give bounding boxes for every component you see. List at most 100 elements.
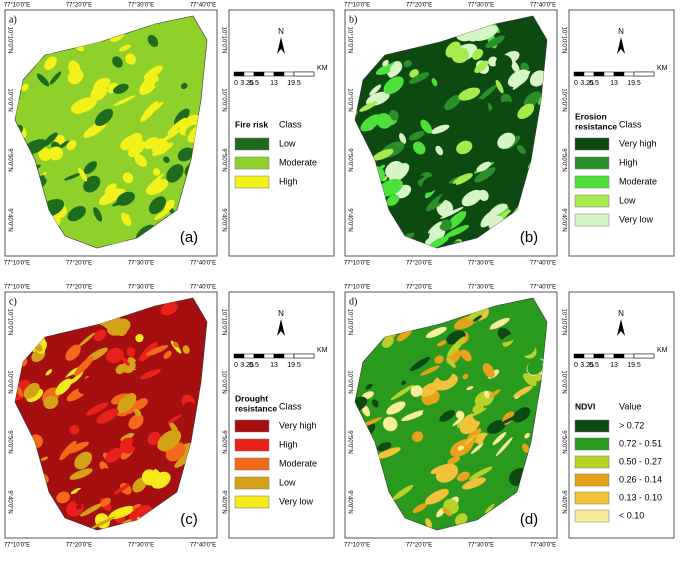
scale-segment [584, 72, 594, 76]
land-patch [0, 70, 2, 88]
legend-label: Moderate [279, 157, 317, 167]
legend-header: Class [619, 119, 642, 129]
lon-label: 77°20'0"E [66, 543, 92, 549]
lat-label: 10°10'0"N [346, 309, 352, 336]
panel-tag: b) [349, 14, 357, 25]
north-label: N [278, 27, 284, 36]
legend-label: < 0.10 [619, 510, 644, 520]
scale-tail [634, 72, 654, 76]
legend-label: Moderate [279, 458, 317, 468]
lat-label: 9°40'0"N [6, 490, 12, 513]
lat-label: 10°10'0"N [220, 309, 226, 336]
legend-label: 0.50 - 0.27 [619, 456, 662, 466]
scale-unit: KM [657, 65, 668, 72]
scale-segment [264, 354, 274, 358]
lat-label: 10°0'0"N [220, 88, 226, 111]
panel-label: (c) [180, 511, 198, 528]
map-panel: 77°10'0"E77°10'0"E77°20'0"E77°20'0"E77°3… [0, 263, 334, 564]
lon-label: 77°30'0"E [128, 543, 154, 549]
scale-segment [284, 354, 294, 358]
lon-label: 77°20'0"E [66, 285, 92, 291]
scale-tail [294, 354, 314, 358]
legend-swatch [575, 456, 609, 468]
lat-label: 10°10'0"N [6, 309, 12, 336]
north-label: N [618, 27, 624, 36]
legend-swatch [235, 176, 269, 188]
scale-segment [594, 72, 604, 76]
legend-swatch [575, 157, 609, 169]
lon-label: 77°10'0"E [344, 261, 370, 267]
scale-label: 0 [234, 80, 238, 87]
scale-segment [574, 354, 584, 358]
lon-label: 77°20'0"E [406, 261, 432, 267]
scale-segment [604, 354, 614, 358]
lat-label: 10°0'0"N [6, 370, 12, 393]
lat-label: 9°40'0"N [346, 208, 352, 231]
legend-header: Class [279, 119, 302, 129]
lon-label: 77°40'0"E [190, 285, 216, 291]
lat-label: 9°50'0"N [220, 148, 226, 171]
scale-segment [614, 72, 624, 76]
panel-label: (d) [520, 511, 538, 528]
lat-label: 9°50'0"N [346, 148, 352, 171]
land-patch [336, 348, 345, 358]
lat-label: 10°10'0"N [220, 27, 226, 54]
legend-swatch [235, 157, 269, 169]
legend-label: Very high [619, 138, 657, 148]
lat-label: 10°0'0"N [346, 88, 352, 111]
legend-label: Moderate [619, 176, 657, 186]
legend-label: 0.72 - 0.51 [619, 438, 662, 448]
land-patch [440, 536, 462, 558]
lon-label: 77°30'0"E [128, 285, 154, 291]
panel-tag: a) [9, 14, 17, 25]
lat-label: 10°0'0"N [220, 370, 226, 393]
legend-label: High [279, 176, 298, 186]
legend-swatch [575, 420, 609, 432]
land-patch [106, 548, 122, 564]
lat-label: 10°10'0"N [560, 27, 566, 54]
scale-label: 19.5 [627, 80, 641, 87]
legend-swatch [235, 496, 269, 508]
scale-label: 0 [234, 362, 238, 369]
lon-label: 77°10'0"E [344, 3, 370, 9]
lat-label: 9°40'0"N [6, 208, 12, 231]
scale-segment [594, 354, 604, 358]
lon-label: 77°30'0"E [468, 3, 494, 9]
scale-segment [244, 72, 254, 76]
lon-label: 77°10'0"E [344, 543, 370, 549]
legend-title: Fire risk [235, 119, 268, 129]
lon-label: 77°30'0"E [468, 285, 494, 291]
legend-swatch [575, 510, 609, 522]
lat-label: 9°40'0"N [220, 490, 226, 513]
lon-label: 77°40'0"E [530, 285, 556, 291]
land-patch [438, 552, 445, 559]
lat-label: 10°0'0"N [6, 88, 12, 111]
scale-segment [274, 72, 284, 76]
scale-segment [234, 354, 244, 358]
land-patch [427, 551, 447, 566]
legend-label: > 0.72 [619, 420, 644, 430]
scale-segment [604, 72, 614, 76]
legend-swatch [235, 458, 269, 470]
scale-label: 19.5 [287, 362, 301, 369]
scale-unit: KM [657, 347, 668, 354]
scale-unit: KM [317, 65, 328, 72]
legend-label: Very high [279, 420, 317, 430]
lat-label: 10°10'0"N [346, 27, 352, 54]
scale-tail [634, 354, 654, 358]
scale-segment [624, 72, 634, 76]
legend-swatch [575, 438, 609, 450]
legend-label: High [619, 157, 638, 167]
scale-label: 19.5 [287, 80, 301, 87]
scale-segment [254, 72, 264, 76]
lon-label: 77°30'0"E [468, 261, 494, 267]
lon-label: 77°20'0"E [406, 285, 432, 291]
scale-label: 13 [610, 362, 618, 369]
legend-label: Low [619, 195, 636, 205]
lon-label: 77°20'0"E [66, 3, 92, 9]
land-patch [0, 401, 4, 413]
scale-segment [624, 354, 634, 358]
lon-label: 77°10'0"E [4, 3, 30, 9]
legend-label: Low [279, 138, 296, 148]
